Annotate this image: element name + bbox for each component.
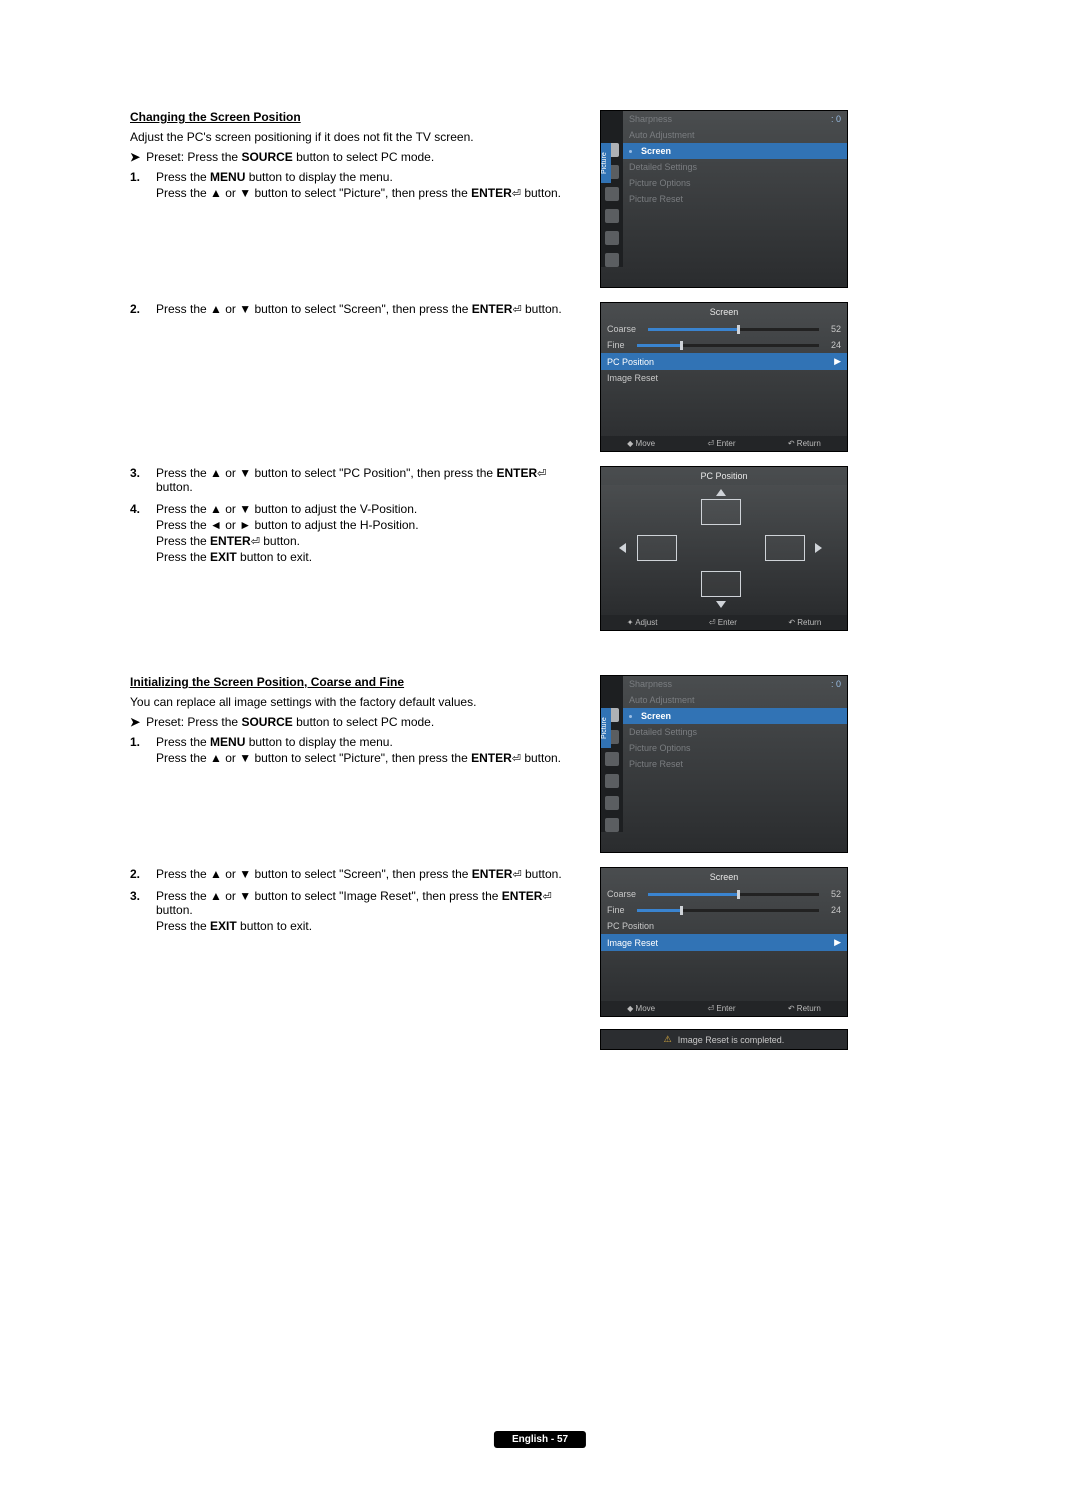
osd-picture-menu: Picture Sharpness: 0 Auto Adjustment Scr… (600, 110, 848, 288)
step-line: Press the EXIT button to exit. (156, 919, 580, 933)
osd-footer: ◆ Move⏎ Enter↶ Return (601, 1001, 847, 1016)
step: 1. Press the MENU button to display the m… (130, 170, 580, 202)
section2-steps-b: 2. Press the ▲ or ▼ button to select "Scr… (130, 867, 580, 935)
section2-intro: You can replace all image settings with … (130, 695, 580, 709)
menu-detailed-settings: Detailed Settings (623, 159, 847, 175)
menu-picture-options: Picture Options (623, 740, 847, 756)
step: 3. Press the ▲ or ▼ button to select "PC … (130, 466, 580, 496)
section2-title: Initializing the Screen Position, Coarse… (130, 675, 580, 689)
step-line: Press the ▲ or ▼ button to adjust the V-… (156, 502, 580, 516)
step-line: Press the ENTER⏎ button. (156, 534, 580, 548)
osd-footer: ◆ Move⏎ Enter↶ Return (601, 436, 847, 451)
step-line: Press the MENU button to display the men… (156, 170, 580, 184)
section1-steps-b: 2. Press the ▲ or ▼ button to select "Scr… (130, 302, 580, 318)
screen-image-reset: Image Reset (601, 370, 847, 386)
input-icon (605, 231, 619, 245)
step: 1. Press the MENU button to display the m… (130, 735, 580, 767)
step-line: Press the ▲ or ▼ button to select "Pictu… (156, 751, 580, 765)
pcposition-title: PC Position (601, 467, 847, 485)
step-body: Press the ▲ or ▼ button to select "Image… (156, 889, 580, 935)
step-body: Press the ▲ or ▼ button to adjust the V-… (156, 502, 580, 566)
osd-screen-menu: Screen Coarse52 Fine24 PC Position▶ Imag… (600, 302, 848, 452)
step-line: Press the ▲ or ▼ button to select "Pictu… (156, 186, 580, 200)
step-body: Press the MENU button to display the men… (156, 170, 580, 202)
step-body: Press the ▲ or ▼ button to select "Scree… (156, 302, 580, 318)
screen-pcposition: PC Position▶ (601, 353, 847, 370)
section1-steps-c: 3. Press the ▲ or ▼ button to select "PC … (130, 466, 580, 566)
notice-text: Image Reset is completed. (678, 1035, 785, 1045)
section2-preset: ➤ Preset: Press the SOURCE button to sel… (130, 715, 580, 729)
step-line: Press the ◄ or ► button to adjust the H-… (156, 518, 580, 532)
step-number: 2. (130, 867, 146, 883)
osd-screen-menu-2: Screen Coarse52 Fine24 PC Position Image… (600, 867, 848, 1017)
screen-coarse: Coarse52 (601, 321, 847, 337)
screen-title: Screen (601, 303, 847, 321)
osd-pcposition: PC Position ✦ Adjust⏎ Enter↶ Return (600, 466, 848, 631)
picture-tab: Picture (601, 708, 611, 748)
step-body: Press the ▲ or ▼ button to select "Scree… (156, 867, 580, 883)
step-number: 4. (130, 502, 146, 566)
preset-text: Preset: Press the SOURCE button to selec… (146, 150, 434, 164)
screen-pcposition: PC Position (601, 918, 847, 934)
menu-auto-adjustment: Auto Adjustment (623, 127, 847, 143)
menu-picture-options: Picture Options (623, 175, 847, 191)
pcposition-diagram (601, 485, 847, 615)
section1-preset: ➤ Preset: Press the SOURCE button to sel… (130, 150, 580, 164)
step: 2. Press the ▲ or ▼ button to select "Scr… (130, 867, 580, 883)
menu-screen: Screen (623, 143, 847, 159)
arrow-icon: ➤ (130, 150, 140, 164)
page-footer: English - 57 (494, 1431, 586, 1448)
menu-sharpness: Sharpness: 0 (623, 676, 847, 692)
osd-picture-menu-2: Picture Sharpness: 0 Auto Adjustment Scr… (600, 675, 848, 853)
screen-image-reset: Image Reset▶ (601, 934, 847, 951)
setup-icon (605, 774, 619, 788)
step-body: Press the ▲ or ▼ button to select "PC Po… (156, 466, 580, 496)
step: 4. Press the ▲ or ▼ button to adjust the … (130, 502, 580, 566)
arrow-icon: ➤ (130, 715, 140, 729)
osd-notice: ⚠ Image Reset is completed. (600, 1029, 848, 1050)
step-line: Press the ▲ or ▼ button to select "PC Po… (156, 466, 580, 494)
section1-steps: 1. Press the MENU button to display the m… (130, 170, 580, 202)
input-icon (605, 796, 619, 810)
menu-auto-adjustment: Auto Adjustment (623, 692, 847, 708)
menu-sharpness: Sharpness: 0 (623, 111, 847, 127)
osd-footer: ✦ Adjust⏎ Enter↶ Return (601, 615, 847, 630)
application-icon (605, 253, 619, 267)
step-number: 1. (130, 735, 146, 767)
setup-icon (605, 209, 619, 223)
step-number: 3. (130, 889, 146, 935)
step-body: Press the MENU button to display the men… (156, 735, 580, 767)
application-icon (605, 818, 619, 832)
chevron-right-icon: ▶ (834, 356, 841, 367)
menu-picture-reset: Picture Reset (623, 756, 847, 772)
channel-icon (605, 752, 619, 766)
step-number: 3. (130, 466, 146, 496)
step-line: Press the EXIT button to exit. (156, 550, 580, 564)
osd-sidebar (601, 676, 623, 832)
step-number: 2. (130, 302, 146, 318)
section1-title: Changing the Screen Position (130, 110, 580, 124)
chevron-right-icon: ▶ (834, 937, 841, 948)
osd-sidebar (601, 111, 623, 267)
section1-intro: Adjust the PC's screen positioning if it… (130, 130, 580, 144)
step-line: Press the ▲ or ▼ button to select "Scree… (156, 867, 580, 881)
screen-coarse: Coarse52 (601, 886, 847, 902)
step-line: Press the MENU button to display the men… (156, 735, 580, 749)
menu-detailed-settings: Detailed Settings (623, 724, 847, 740)
step-number: 1. (130, 170, 146, 202)
picture-tab: Picture (601, 143, 611, 183)
menu-screen: Screen (623, 708, 847, 724)
section2-steps-a: 1. Press the MENU button to display the m… (130, 735, 580, 767)
step: 2. Press the ▲ or ▼ button to select "Scr… (130, 302, 580, 318)
channel-icon (605, 187, 619, 201)
menu-picture-reset: Picture Reset (623, 191, 847, 207)
step-line: Press the ▲ or ▼ button to select "Scree… (156, 302, 580, 316)
screen-fine: Fine24 (601, 902, 847, 918)
warning-icon: ⚠ (664, 1034, 672, 1045)
step-line: Press the ▲ or ▼ button to select "Image… (156, 889, 580, 917)
screen-title: Screen (601, 868, 847, 886)
screen-fine: Fine24 (601, 337, 847, 353)
preset-text: Preset: Press the SOURCE button to selec… (146, 715, 434, 729)
step: 3. Press the ▲ or ▼ button to select "Ima… (130, 889, 580, 935)
